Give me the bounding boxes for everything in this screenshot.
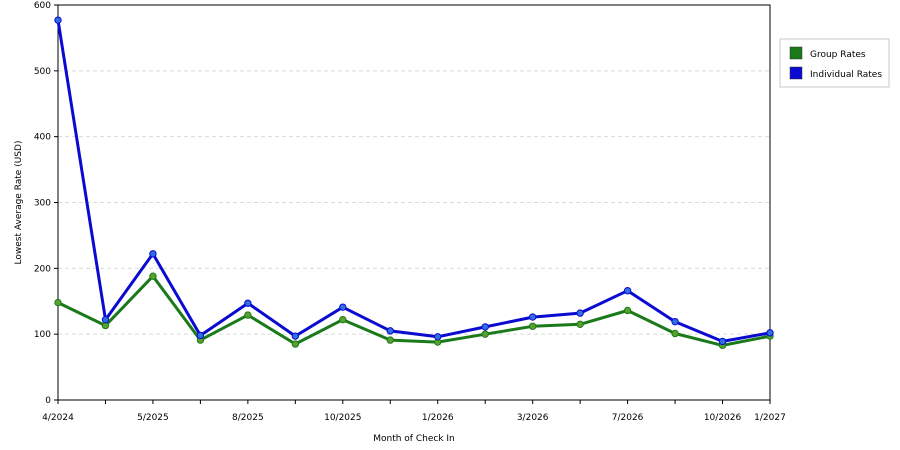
y-tick-label: 200 xyxy=(34,264,51,274)
data-point xyxy=(149,250,157,258)
series-layer xyxy=(54,16,774,350)
legend-swatch-group-rates xyxy=(789,46,803,60)
series-group-rates xyxy=(54,272,774,350)
y-tick-label: 0 xyxy=(45,396,51,406)
y-axis-title: Lowest Average Rate (USD) xyxy=(14,141,24,265)
data-point xyxy=(244,311,252,319)
data-point xyxy=(149,272,157,280)
data-point xyxy=(481,323,489,331)
legend: Group Rates Individual Rates xyxy=(779,38,890,88)
series-individual-rates xyxy=(54,16,774,346)
x-tick-label: 3/2026 xyxy=(517,413,549,423)
data-point xyxy=(54,16,62,24)
legend-label-individual-rates: Individual Rates xyxy=(810,70,882,80)
x-tick-label: 10/2025 xyxy=(324,413,361,423)
x-tick-label: 5/2025 xyxy=(137,413,169,423)
x-tick-label: 10/2026 xyxy=(704,413,742,423)
data-point xyxy=(481,330,489,338)
data-point xyxy=(671,317,679,326)
data-point xyxy=(196,331,205,340)
y-axis: 0 100 200 300 400 500 600 xyxy=(34,1,58,406)
data-point xyxy=(623,287,632,295)
x-tick-label: 8/2025 xyxy=(232,413,264,423)
data-point xyxy=(54,298,62,307)
data-point xyxy=(576,309,584,317)
legend-label-group-rates: Group Rates xyxy=(810,50,866,60)
y-tick-label: 600 xyxy=(34,1,51,11)
data-point xyxy=(339,303,347,311)
y-tick-label: 500 xyxy=(34,67,51,77)
data-point xyxy=(386,327,394,335)
data-point xyxy=(339,315,347,324)
data-point xyxy=(291,340,300,348)
y-tick-label: 400 xyxy=(34,133,51,143)
legend-swatch-individual-rates xyxy=(789,66,803,80)
data-point xyxy=(244,299,252,307)
data-point xyxy=(291,332,300,340)
series-line xyxy=(57,274,771,347)
data-point xyxy=(718,337,727,346)
data-point xyxy=(671,329,679,338)
data-point xyxy=(623,306,632,315)
data-point xyxy=(528,322,537,330)
x-tick-label: 1/2027 xyxy=(754,413,786,423)
data-point xyxy=(386,336,394,344)
data-point xyxy=(434,333,442,341)
y-tick-label: 300 xyxy=(34,199,51,209)
data-point xyxy=(528,313,537,321)
x-tick-label: 4/2024 xyxy=(42,413,74,423)
x-tick-label: 1/2026 xyxy=(422,413,454,423)
x-tick-label: 7/2026 xyxy=(612,413,644,423)
data-point xyxy=(766,329,774,337)
data-point xyxy=(101,315,110,324)
data-point xyxy=(576,320,584,328)
x-axis: 4/2024 5/2025 8/2025 10/2025 1/2026 3/2026 7/2… xyxy=(42,400,786,423)
x-axis-title: Month of Check In xyxy=(373,434,455,444)
series-line xyxy=(56,19,771,343)
y-tick-label: 100 xyxy=(34,330,51,340)
